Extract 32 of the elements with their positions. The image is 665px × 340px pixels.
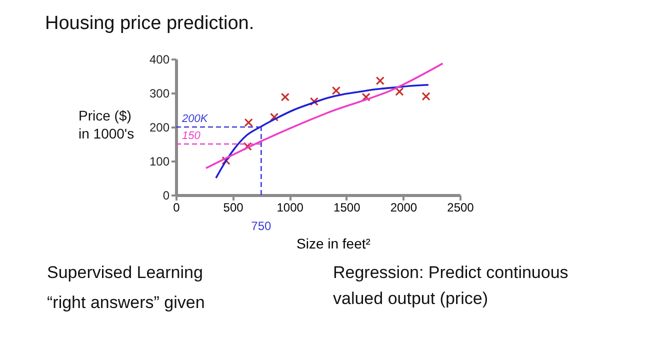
text: “right answers” given bbox=[47, 293, 205, 312]
x-tick-label: 2500 bbox=[447, 200, 474, 214]
point bbox=[244, 118, 253, 127]
y-tick-label: 100 bbox=[149, 154, 170, 168]
point bbox=[222, 156, 230, 165]
x-tick-label: 1500 bbox=[334, 200, 361, 214]
ref-line-label: 200K bbox=[181, 113, 208, 125]
point bbox=[362, 92, 370, 102]
point bbox=[395, 87, 404, 96]
text: Supervised Learning bbox=[47, 263, 203, 282]
y-axis-title: Price ($) in 1000's bbox=[78, 108, 134, 142]
x-tick-label: 500 bbox=[223, 200, 244, 214]
point bbox=[376, 76, 384, 86]
point bbox=[310, 97, 318, 106]
x-tick-label: 0 bbox=[173, 200, 180, 214]
ref-line-label: 750 bbox=[251, 219, 272, 233]
y-tick-label: 200 bbox=[149, 120, 170, 134]
point bbox=[270, 112, 279, 122]
chart-title: Housing price prediction. bbox=[45, 13, 254, 34]
x-axis-title: Size in feet² bbox=[296, 236, 371, 252]
y-tick-label: 0 bbox=[162, 188, 170, 202]
point bbox=[422, 92, 430, 101]
x-tick-label: 2000 bbox=[390, 200, 418, 214]
y-tick-label: 300 bbox=[149, 86, 170, 100]
ref-line-label: 150 bbox=[182, 130, 202, 142]
text: Regression: Predict continuous valued output (price) bbox=[333, 263, 568, 308]
point bbox=[243, 142, 252, 151]
x-tick-label: 1000 bbox=[276, 200, 304, 214]
line-series bbox=[215, 84, 430, 179]
y-tick-label: 400 bbox=[149, 52, 170, 66]
point bbox=[332, 86, 341, 95]
point bbox=[280, 92, 290, 102]
